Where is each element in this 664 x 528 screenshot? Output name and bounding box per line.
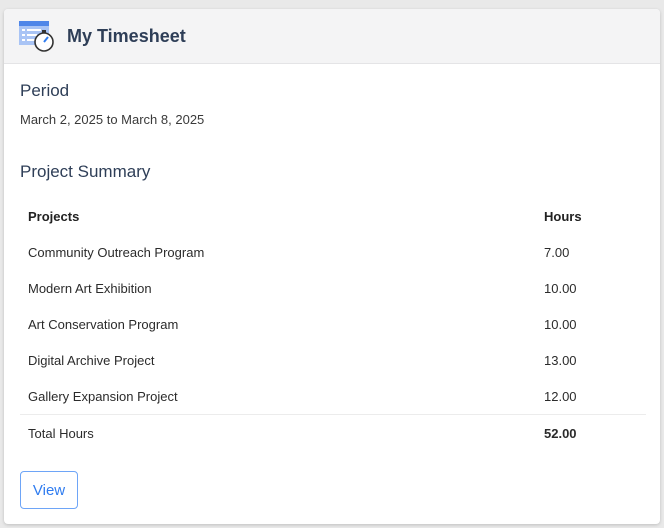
period-range: March 2, 2025 to March 8, 2025 xyxy=(20,112,205,127)
table-row: Digital Archive Project 13.00 xyxy=(20,342,646,378)
table-row: Modern Art Exhibition 10.00 xyxy=(20,270,646,306)
project-hours: 10.00 xyxy=(544,316,577,332)
column-header-hours: Hours xyxy=(544,208,582,224)
total-label: Total Hours xyxy=(20,414,536,451)
period-heading: Period xyxy=(20,81,70,100)
project-summary-table: Projects Hours Community Outreach Progra… xyxy=(20,198,646,451)
total-hours: 52.00 xyxy=(536,414,646,451)
project-hours: 12.00 xyxy=(544,388,577,404)
table-row: Community Outreach Program 7.00 xyxy=(20,234,646,270)
card-title: My Timesheet xyxy=(67,25,186,46)
project-name: Modern Art Exhibition xyxy=(28,280,152,296)
project-hours: 10.00 xyxy=(544,280,577,296)
project-hours: 13.00 xyxy=(544,352,577,368)
table-row: Art Conservation Program 10.00 xyxy=(20,306,646,342)
project-name: Digital Archive Project xyxy=(28,352,155,368)
project-name: Gallery Expansion Project xyxy=(28,388,178,404)
column-header-projects: Projects xyxy=(28,208,80,224)
project-hours: 7.00 xyxy=(544,244,570,260)
view-button[interactable]: View xyxy=(20,471,78,509)
timesheet-card: My Timesheet Period March 2, 2025 to Mar… xyxy=(4,9,660,524)
project-name: Art Conservation Program xyxy=(28,316,179,332)
table-header-row: Projects Hours xyxy=(20,198,646,234)
project-name: Community Outreach Program xyxy=(28,244,205,260)
project-summary-heading: Project Summary xyxy=(20,162,151,181)
card-header: My Timesheet xyxy=(4,9,660,64)
table-row: Gallery Expansion Project 12.00 xyxy=(20,378,646,415)
timesheet-stopwatch-icon xyxy=(19,21,54,52)
total-row: Total Hours 52.00 xyxy=(20,414,646,451)
